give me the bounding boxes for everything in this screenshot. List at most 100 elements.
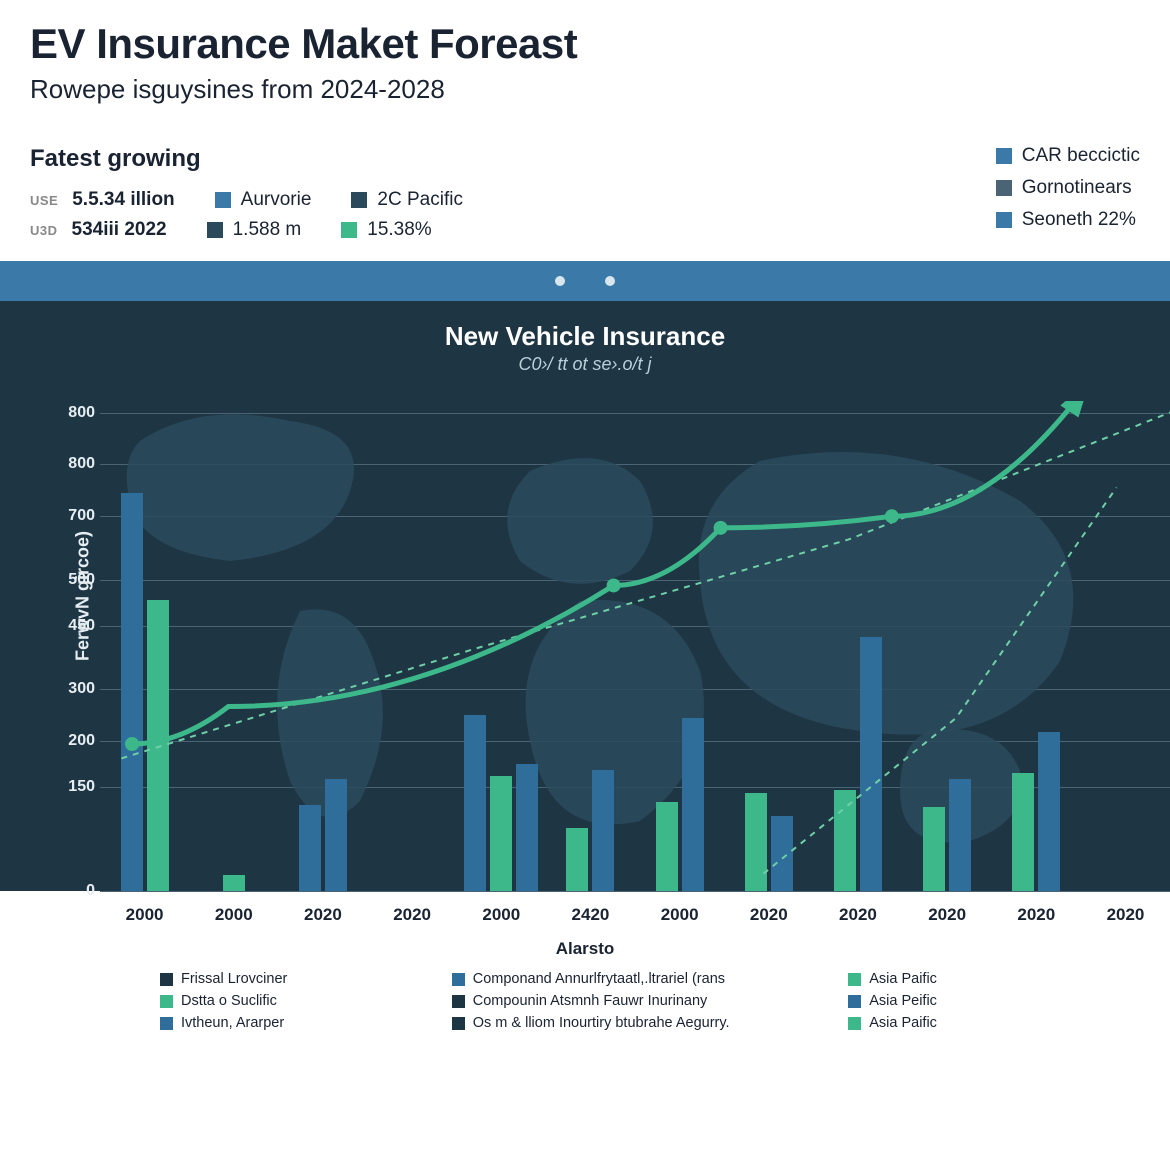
bar xyxy=(566,828,588,891)
x-tick-label: 2020 xyxy=(278,905,367,925)
legend-item: Asia Peific xyxy=(848,993,1110,1009)
bar xyxy=(771,816,793,891)
page-subtitle: Rowepe isguysines from 2024-2028 xyxy=(30,74,1140,105)
legend-item: Ivtheun, Ararper xyxy=(160,1015,422,1031)
y-tick-label: 450 xyxy=(60,617,95,635)
x-tick-label: 2020 xyxy=(368,905,457,925)
y-tick-label: 150 xyxy=(60,778,95,796)
x-tick-label: 2020 xyxy=(1081,905,1170,925)
bar xyxy=(223,875,245,891)
chart-area: New Vehicle Insurance C0›/ tt ot se›.o/t… xyxy=(0,301,1170,891)
x-tick-label: 2000 xyxy=(100,905,189,925)
swatch-icon xyxy=(996,212,1012,228)
y-tick-label: 300 xyxy=(60,680,95,698)
swatch-icon xyxy=(996,148,1012,164)
legend-item: Compounin Atsmnh Fauwr Inurinany xyxy=(452,993,818,1009)
legend-item: Gornotinears xyxy=(996,177,1132,199)
stat-item: Aurvorie xyxy=(215,189,312,211)
swatch-icon xyxy=(452,973,465,986)
legend-label: Dstta o Suclific xyxy=(181,993,277,1009)
stat-label: 15.38% xyxy=(367,219,431,241)
x-tick-label: 2000 xyxy=(189,905,278,925)
stat-label: 5.5.34 illion xyxy=(72,189,174,211)
bar xyxy=(490,776,512,891)
bars-layer xyxy=(100,401,1170,891)
legend-label: Asia Peific xyxy=(869,993,937,1009)
bar-group xyxy=(299,779,347,891)
swatch-icon xyxy=(160,973,173,986)
y-tick-label: 800 xyxy=(60,455,95,473)
bar-group xyxy=(223,875,245,891)
legend-item: Asia Paific xyxy=(848,1015,1110,1031)
stats-left: Fatest growing USE5.5.34 illionAurvorie2… xyxy=(30,145,463,241)
legend-item: Dstta o Suclific xyxy=(160,993,422,1009)
swatch-icon xyxy=(351,192,367,208)
pager-dot[interactable] xyxy=(605,276,615,286)
bar xyxy=(923,807,945,891)
bar-group xyxy=(834,637,882,891)
bar-group xyxy=(121,493,169,891)
stat-prefix: USE xyxy=(30,193,58,208)
bar xyxy=(464,715,486,891)
bar-group xyxy=(566,770,614,891)
legend-label: Gornotinears xyxy=(1022,177,1132,199)
stat-item: 1.588 m xyxy=(207,219,302,241)
chart-subtitle: C0›/ tt ot se›.o/t j xyxy=(0,354,1170,375)
bar-group xyxy=(656,718,704,891)
bar xyxy=(656,802,678,891)
swatch-icon xyxy=(452,1017,465,1030)
bar-group xyxy=(1012,732,1060,891)
legend-label: Os m & lliom Inourtiry btubrahe Aegurry. xyxy=(473,1015,730,1031)
bar xyxy=(834,790,856,891)
x-tick-label: 2020 xyxy=(903,905,992,925)
gridline xyxy=(100,891,1170,892)
stat-label: Aurvorie xyxy=(241,189,312,211)
page-title: EV Insurance Maket Foreast xyxy=(30,20,1140,68)
bar xyxy=(147,600,169,891)
bar xyxy=(325,779,347,891)
swatch-icon xyxy=(996,180,1012,196)
bar xyxy=(745,793,767,891)
bar xyxy=(299,805,321,891)
legend-item: Os m & lliom Inourtiry btubrahe Aegurry. xyxy=(452,1015,818,1031)
swatch-icon xyxy=(215,192,231,208)
bar xyxy=(949,779,971,891)
legend-label: Componand Annurlfrytaatl,.ltrariel (rans xyxy=(473,971,725,987)
x-tick-label: 2000 xyxy=(457,905,546,925)
swatch-icon xyxy=(848,995,861,1008)
x-axis-label: Alarsto xyxy=(0,939,1170,959)
stats-right-legend: CAR beccictic Gornotinears Seoneth 22% xyxy=(996,145,1140,241)
swatch-icon xyxy=(452,995,465,1008)
stat-prefix: U3D xyxy=(30,223,58,238)
x-axis: 2000200020202020200024202000202020202020… xyxy=(0,891,1170,925)
swatch-icon xyxy=(207,222,223,238)
bar-group xyxy=(745,793,793,891)
legend-label: Asia Paific xyxy=(869,971,937,987)
legend-label: Asia Paific xyxy=(869,1015,937,1031)
stat-label: 1.588 m xyxy=(233,219,302,241)
x-tick-label: 2020 xyxy=(992,905,1081,925)
header: EV Insurance Maket Foreast Rowepe isguys… xyxy=(0,0,1170,115)
legend-item: Seoneth 22% xyxy=(996,209,1136,231)
stat-row-1: USE 5.5.34 illion Aurvorie 2C Pacific xyxy=(30,189,463,211)
stat-row-2: U3D534iii 20221.588 m15.38% xyxy=(30,219,463,241)
y-tick-label: 700 xyxy=(60,507,95,525)
legend-item: Componand Annurlfrytaatl,.ltrariel (rans xyxy=(452,971,818,987)
bar-group xyxy=(923,779,971,891)
chart-title: New Vehicle Insurance xyxy=(0,321,1170,352)
swatch-icon xyxy=(848,973,861,986)
stat-item: USE 5.5.34 illion xyxy=(30,189,175,211)
pager-dot[interactable] xyxy=(555,276,565,286)
stat-item: 2C Pacific xyxy=(351,189,463,211)
legend-label: Seoneth 22% xyxy=(1022,209,1136,231)
bar xyxy=(1038,732,1060,891)
legend-item: CAR beccictic xyxy=(996,145,1140,167)
bar xyxy=(121,493,143,891)
bottom-legend: Frissal LrovcinerComponand Annurlfrytaat… xyxy=(0,959,1170,1041)
x-tick-label: 2000 xyxy=(635,905,724,925)
legend-label: Ivtheun, Ararper xyxy=(181,1015,284,1031)
swatch-icon xyxy=(848,1017,861,1030)
bar xyxy=(860,637,882,891)
bar xyxy=(1012,773,1034,891)
y-tick-label: 200 xyxy=(60,732,95,750)
